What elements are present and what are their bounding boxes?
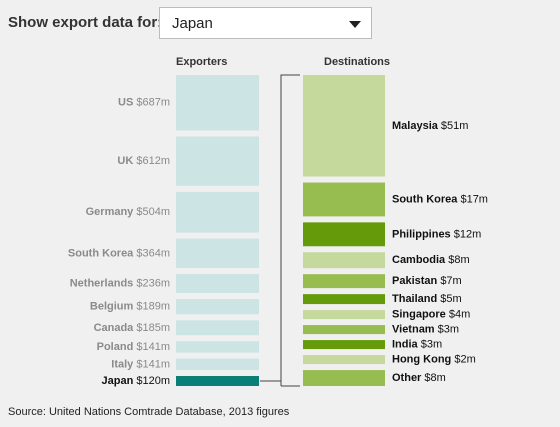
exporter-bar-japan xyxy=(176,376,259,386)
exporter-bar-belgium xyxy=(176,299,259,315)
source-note: Source: United Nations Comtrade Database… xyxy=(8,406,290,418)
destination-bar-thailand xyxy=(303,294,385,305)
export-data-label: Show export data for: xyxy=(8,14,163,31)
exporter-label-japan: Japan $120m xyxy=(102,375,171,387)
destination-bar-singapore xyxy=(303,310,385,320)
bracket-top xyxy=(260,74,300,382)
destination-label-india: India $3m xyxy=(392,338,442,350)
destination-bar-other xyxy=(303,370,385,386)
country-select[interactable]: Japan xyxy=(159,7,372,39)
destination-label-pakistan: Pakistan $7m xyxy=(392,275,462,287)
chevron-down-icon[interactable] xyxy=(349,21,361,28)
destination-label-vietnam: Vietnam $3m xyxy=(392,323,459,335)
exporter-bar-south-korea xyxy=(176,238,259,268)
exporter-bar-uk xyxy=(176,136,259,186)
exporter-label-belgium: Belgium $189m xyxy=(90,301,170,313)
exporter-bar-us xyxy=(176,75,259,131)
destinations-heading: Destinations xyxy=(324,56,391,68)
bracket-bottom xyxy=(280,381,300,387)
exporter-label-netherlands: Netherlands $236m xyxy=(70,277,170,289)
exporter-label-italy: Italy $141m xyxy=(111,358,170,370)
destination-bar-india xyxy=(303,340,385,350)
destination-label-south-korea: South Korea $17m xyxy=(392,193,488,205)
destination-label-malaysia: Malaysia $51m xyxy=(392,120,468,132)
destination-label-singapore: Singapore $4m xyxy=(392,308,470,320)
exporter-bar-netherlands xyxy=(176,273,259,294)
destination-label-other: Other $8m xyxy=(392,372,446,384)
exporter-bar-canada xyxy=(176,320,259,336)
destination-bar-hong-kong xyxy=(303,355,385,365)
destination-bar-south-korea xyxy=(303,182,385,217)
exporter-label-south-korea: South Korea $364m xyxy=(68,247,170,259)
exporter-bar-germany xyxy=(176,191,259,233)
selected-country: Japan xyxy=(172,15,213,32)
destination-label-philippines: Philippines $12m xyxy=(392,228,481,240)
exporter-label-us: US $687m xyxy=(118,97,170,109)
destination-bar-malaysia xyxy=(303,75,385,177)
destination-bar-vietnam xyxy=(303,325,385,335)
exporter-label-canada: Canada $185m xyxy=(94,322,170,334)
exporter-label-germany: Germany $504m xyxy=(86,206,170,218)
exporter-bar-italy xyxy=(176,358,259,370)
exporter-label-poland: Poland $141m xyxy=(97,341,170,353)
destination-label-thailand: Thailand $5m xyxy=(392,293,462,305)
exporter-label-uk: UK $612m xyxy=(117,155,170,167)
destination-label-cambodia: Cambodia $8m xyxy=(392,254,470,266)
destination-bar-philippines xyxy=(303,222,385,247)
destination-label-hong-kong: Hong Kong $2m xyxy=(392,353,476,365)
exporter-bar-poland xyxy=(176,341,259,353)
destination-bar-cambodia xyxy=(303,252,385,269)
destination-bar-pakistan xyxy=(303,274,385,289)
exporters-heading: Exporters xyxy=(176,56,228,68)
